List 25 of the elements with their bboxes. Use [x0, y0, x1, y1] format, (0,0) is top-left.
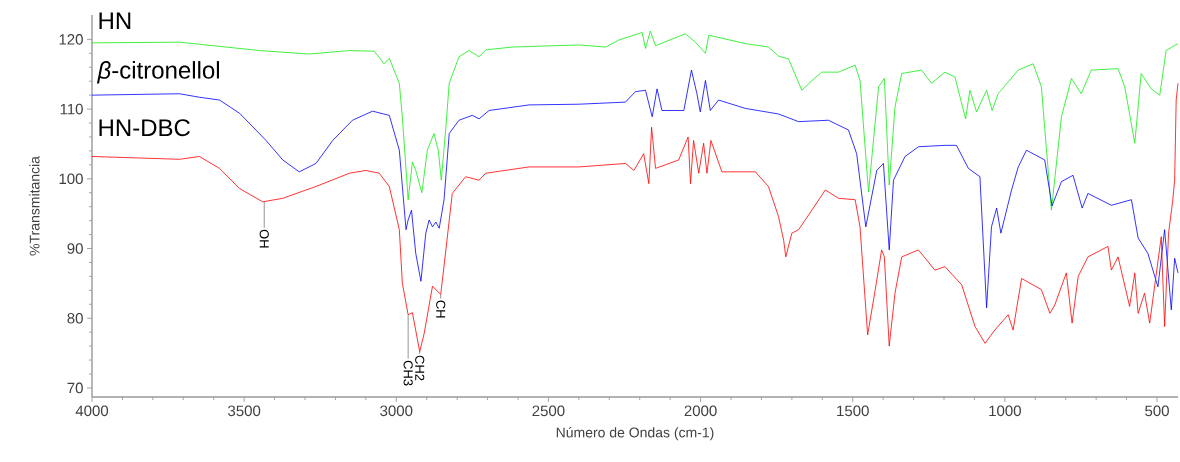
x-axis-title: Número de Ondas (cm-1) — [556, 426, 714, 441]
y-axis-title: %Transmitancia — [29, 156, 40, 256]
annotation: CH3 — [403, 360, 413, 386]
y-tick-label: 90 — [67, 243, 83, 254]
x-tick-label: 500 — [1145, 405, 1169, 417]
line-series — [91, 30, 1179, 211]
y-tick-label: 100 — [59, 173, 83, 185]
x-tick-label: 1000 — [989, 405, 1021, 417]
y-tick-label: 110 — [60, 103, 83, 115]
line-series — [91, 82, 1179, 353]
annotation: CH2 — [415, 355, 425, 381]
x-tick-label: 4000 — [75, 405, 109, 417]
x-tick-label: 2500 — [532, 405, 565, 417]
x-tick-label: 2000 — [684, 405, 717, 417]
series-label: HN — [99, 12, 131, 29]
y-tick-label: 80 — [67, 312, 83, 324]
annotation: CH — [436, 300, 446, 318]
series-label: β-citronellol — [96, 61, 219, 84]
series-label: HN-DBC — [99, 119, 190, 137]
x-tick-label: 1500 — [837, 405, 869, 417]
annotation: OH — [259, 229, 269, 248]
y-tick-label: 70 — [67, 382, 83, 394]
x-tick-label: 3500 — [228, 405, 261, 417]
x-tick-label: 3000 — [380, 405, 413, 417]
y-tick-label: 120 — [59, 34, 83, 45]
